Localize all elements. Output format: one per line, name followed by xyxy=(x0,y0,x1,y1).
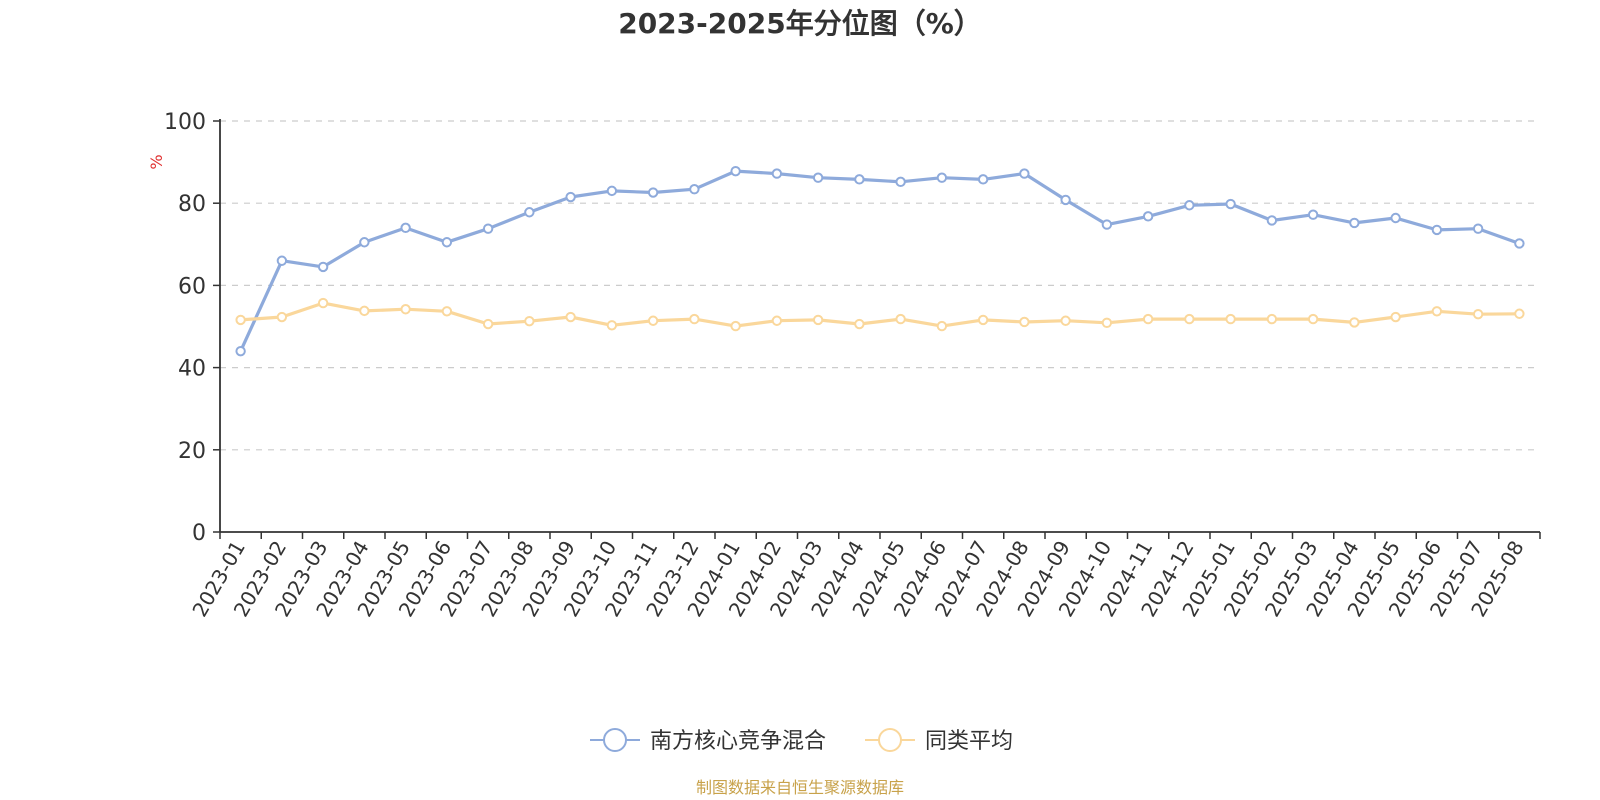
data-point[interactable] xyxy=(524,315,535,327)
data-point[interactable] xyxy=(1142,211,1154,222)
data-point[interactable] xyxy=(606,185,618,197)
data-point[interactable] xyxy=(1019,316,1030,328)
data-point[interactable] xyxy=(1225,198,1236,210)
data-point[interactable] xyxy=(441,306,453,317)
data-point[interactable] xyxy=(854,318,865,330)
data-point[interactable] xyxy=(482,223,494,234)
data-point[interactable] xyxy=(565,311,576,323)
data-point[interactable] xyxy=(1431,306,1443,317)
data-point[interactable] xyxy=(895,313,906,325)
data-point[interactable] xyxy=(1266,313,1278,325)
y-tick-label: 0 xyxy=(192,521,206,546)
data-point[interactable] xyxy=(854,174,865,185)
legend-label: 南方核心竞争混合 xyxy=(650,729,826,754)
data-point[interactable] xyxy=(771,315,783,326)
data-point[interactable] xyxy=(1101,219,1113,230)
series-line xyxy=(239,169,1520,352)
data-point[interactable] xyxy=(606,320,618,331)
y-tick-label: 40 xyxy=(178,357,206,382)
data-point[interactable] xyxy=(359,305,370,317)
data-point[interactable] xyxy=(1349,317,1360,328)
data-point[interactable] xyxy=(359,237,370,248)
y-tick-label: 80 xyxy=(178,192,206,217)
data-point[interactable] xyxy=(1472,308,1484,320)
legend-marker-icon xyxy=(603,728,627,752)
data-point[interactable] xyxy=(482,318,494,330)
y-tick-label: 60 xyxy=(178,274,206,299)
data-point[interactable] xyxy=(1184,313,1195,325)
axes: 0204060801002023-012023-022023-032023-04… xyxy=(164,110,1541,621)
y-tick-label: 100 xyxy=(164,110,206,135)
data-point[interactable] xyxy=(400,222,411,234)
legend: 南方核心竞争混合 同类平均 xyxy=(590,728,1013,754)
data-point[interactable] xyxy=(1390,212,1401,224)
data-point[interactable] xyxy=(317,297,329,309)
data-point[interactable] xyxy=(689,184,700,195)
grid-lines xyxy=(220,120,1540,451)
data-point[interactable] xyxy=(317,261,329,273)
data-point[interactable] xyxy=(689,313,700,325)
data-point[interactable] xyxy=(1307,209,1319,220)
data-point[interactable] xyxy=(441,237,453,248)
data-point[interactable] xyxy=(1514,238,1525,249)
data-point[interactable] xyxy=(235,345,246,357)
data-point[interactable] xyxy=(1019,168,1030,179)
legend-item[interactable]: 同类平均 xyxy=(865,728,1013,754)
data-point[interactable] xyxy=(400,304,411,315)
data-point[interactable] xyxy=(1060,315,1071,326)
data-point[interactable] xyxy=(1431,224,1443,236)
data-point[interactable] xyxy=(1225,313,1236,325)
data-point[interactable] xyxy=(1101,317,1113,329)
data-point[interactable] xyxy=(647,315,659,326)
data-point[interactable] xyxy=(647,187,659,198)
data-point[interactable] xyxy=(565,191,576,203)
chart-title: 2023-2025年分位图（%） xyxy=(618,7,982,40)
data-point[interactable] xyxy=(276,311,288,323)
source-note: 制图数据来自恒生聚源数据库 xyxy=(696,778,904,797)
data-point[interactable] xyxy=(1514,308,1525,319)
data-point[interactable] xyxy=(812,314,824,326)
data-point[interactable] xyxy=(1307,313,1319,325)
data-point[interactable] xyxy=(1266,215,1278,226)
legend-marker-icon xyxy=(878,728,902,752)
data-point[interactable] xyxy=(1472,223,1484,234)
data-point[interactable] xyxy=(1060,194,1071,206)
y-tick-label: 20 xyxy=(178,439,206,464)
series-line xyxy=(240,301,1520,328)
data-point[interactable] xyxy=(276,255,288,266)
data-point[interactable] xyxy=(730,165,741,177)
data-point[interactable] xyxy=(1349,217,1360,229)
data-point[interactable] xyxy=(936,172,948,183)
data-point[interactable] xyxy=(524,207,535,218)
y-axis-unit: % xyxy=(147,154,166,169)
data-point[interactable] xyxy=(1142,313,1154,325)
data-point[interactable] xyxy=(730,320,741,332)
data-point[interactable] xyxy=(977,314,989,326)
data-point[interactable] xyxy=(936,320,948,332)
data-point[interactable] xyxy=(977,174,989,185)
data-point[interactable] xyxy=(812,172,824,183)
legend-item[interactable]: 南方核心竞争混合 xyxy=(590,728,826,754)
data-point[interactable] xyxy=(1184,200,1195,211)
data-point[interactable] xyxy=(895,176,906,188)
legend-label: 同类平均 xyxy=(925,729,1013,754)
data-point[interactable] xyxy=(235,314,246,326)
data-point[interactable] xyxy=(1390,311,1401,323)
series-lines xyxy=(235,165,1525,357)
data-point[interactable] xyxy=(771,168,783,179)
